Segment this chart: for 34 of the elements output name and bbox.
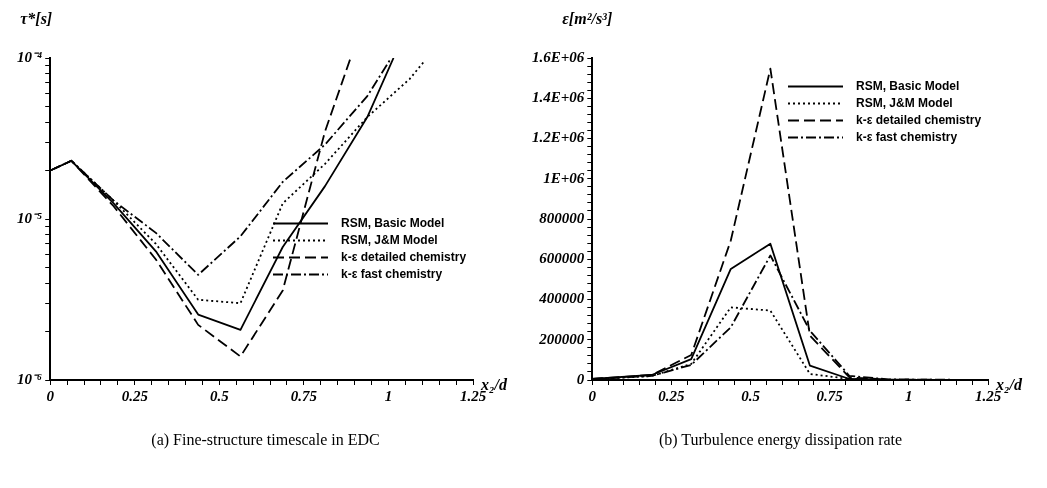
x-tick-label: 0.25 — [121, 387, 149, 404]
legend-label: k-ε fast chemistry — [856, 129, 958, 144]
y-tick-label: 1.4E+06 — [531, 89, 585, 106]
y-tick-label: 1.2E+06 — [531, 129, 585, 146]
x-tick-label: 0.75 — [290, 387, 318, 404]
y-axis-title: τ*[s] — [20, 10, 53, 28]
text: (b) Turbulence energy dissipation rate — [658, 431, 903, 449]
legend-label: k-ε detailed chemistry — [341, 249, 467, 264]
legend-label: RSM, Basic Model — [341, 215, 445, 230]
legend-label: k-ε detailed chemistry — [856, 112, 982, 127]
y-tick-label: 1E+06 — [543, 169, 585, 186]
x-tick-label: 0.5 — [741, 387, 761, 404]
text: (a) Fine-structure timescale in EDC — [151, 431, 380, 449]
x-tick-label: 0 — [588, 387, 597, 404]
legend-label: RSM, Basic Model — [856, 78, 960, 93]
legend-label: RSM, J&M Model — [341, 232, 438, 247]
legend-label: RSM, J&M Model — [856, 95, 953, 110]
y-tick-label: 200000 — [538, 330, 585, 347]
y-tick-label: 600000 — [539, 250, 585, 267]
x-tick-label: 0.25 — [658, 387, 686, 404]
y-tick-label: 10⁻⁴ — [17, 48, 43, 65]
x-tick-label: 0.5 — [209, 387, 230, 404]
y-tick-label: 0 — [576, 370, 585, 387]
y-tick-label: 10⁻⁵ — [17, 209, 43, 226]
legend-label: k-ε fast chemistry — [341, 266, 443, 281]
y-tick-label: 10⁻⁶ — [17, 370, 43, 387]
x-tick-label: 0.75 — [816, 387, 844, 404]
y-tick-label: 400000 — [538, 290, 585, 307]
x-tick-label: 1 — [384, 387, 393, 404]
y-axis-title: ε[m²/s³] — [562, 10, 613, 28]
y-tick-label: 800000 — [539, 209, 585, 226]
x-tick-label: 1 — [905, 387, 913, 404]
y-tick-label: 1.6E+06 — [531, 48, 585, 65]
x-tick-label: 0 — [46, 387, 55, 404]
